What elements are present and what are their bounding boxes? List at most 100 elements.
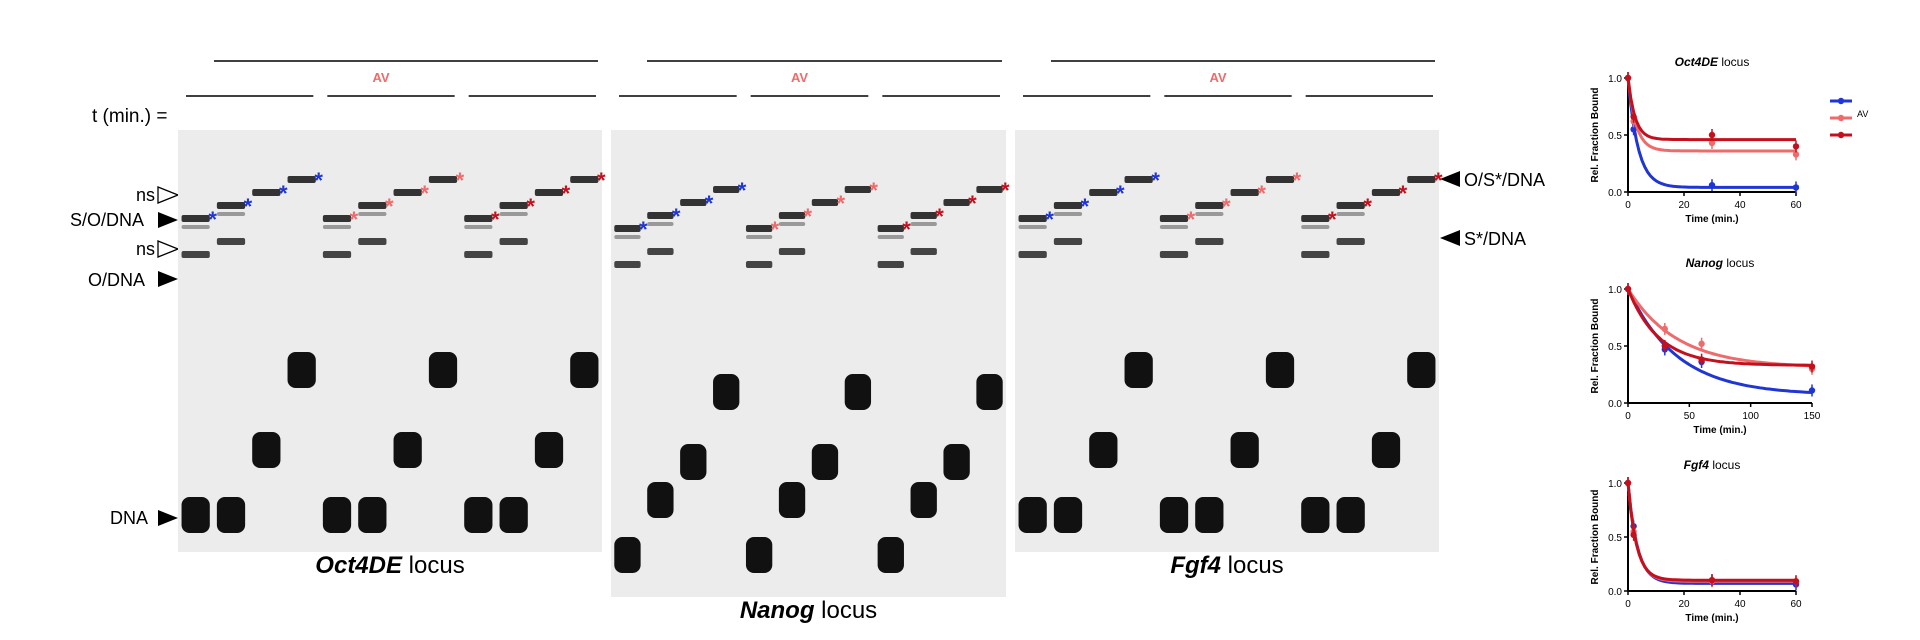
chart-title-rest: locus bbox=[1718, 55, 1749, 69]
band-complex bbox=[1089, 189, 1118, 196]
star-marker: * bbox=[902, 217, 911, 242]
band-lower bbox=[877, 261, 904, 268]
band-complex bbox=[1371, 189, 1401, 196]
legend-label: AV bbox=[1857, 109, 1868, 119]
band-free-dna bbox=[322, 497, 352, 533]
band-ns bbox=[181, 225, 210, 229]
star-marker: * bbox=[705, 191, 714, 216]
band-ns bbox=[216, 212, 246, 216]
band-complex bbox=[778, 212, 806, 219]
band-lower bbox=[614, 261, 641, 268]
group-label: AV bbox=[372, 70, 389, 85]
band-free-dna bbox=[1265, 352, 1295, 388]
star-marker: * bbox=[1328, 207, 1337, 232]
band-complex bbox=[680, 199, 707, 206]
locus-suffix: locus bbox=[402, 552, 465, 579]
y-tick-label: 0.5 bbox=[1608, 131, 1622, 142]
band-ns bbox=[910, 222, 937, 226]
band-lower bbox=[647, 248, 674, 255]
band-lower bbox=[778, 248, 806, 255]
time-row-label: t (min.) = bbox=[92, 106, 167, 127]
band-complex bbox=[614, 225, 641, 232]
band-ns bbox=[358, 212, 387, 216]
x-tick-label: 60 bbox=[1790, 599, 1802, 610]
band-complex bbox=[534, 189, 564, 196]
star-marker: * bbox=[420, 181, 429, 206]
band-complex bbox=[1159, 215, 1189, 222]
gel-panels: AV * * * * * * * * * * * * Oct4DE locus AV * * * * * * * * * * * *… bbox=[178, 60, 1443, 624]
band-complex bbox=[910, 212, 937, 219]
locus-label: Nanog locus bbox=[740, 597, 877, 624]
band-label-o-dna: O/DNA bbox=[88, 270, 145, 290]
band-ns bbox=[1018, 225, 1047, 229]
band-lower bbox=[1018, 251, 1047, 258]
band-lower bbox=[910, 248, 937, 255]
band-ns bbox=[322, 225, 352, 229]
x-tick-label: 0 bbox=[1625, 200, 1631, 211]
x-tick-label: 20 bbox=[1678, 599, 1690, 610]
band-lower bbox=[1336, 238, 1365, 245]
locus-label: Oct4DE locus bbox=[315, 552, 464, 579]
chart-title: Oct4DE locus bbox=[1675, 55, 1750, 69]
y-tick-label: 1.0 bbox=[1608, 285, 1622, 296]
star-marker: * bbox=[350, 207, 359, 232]
star-marker: * bbox=[968, 191, 977, 216]
x-tick-label: 0 bbox=[1625, 411, 1631, 422]
band-label-s-o-dna: S/O/DNA bbox=[70, 210, 144, 230]
locus-label: Fgf4 locus bbox=[1170, 552, 1283, 579]
chart-title-rest: locus bbox=[1723, 256, 1754, 270]
gel-panel-2: AV * * * * * * * * * * * * Fgf4 locus bbox=[1015, 60, 1443, 579]
band-free-dna bbox=[811, 444, 839, 480]
band-label-s-star-dna: S*/DNA bbox=[1464, 229, 1526, 249]
band-free-dna bbox=[393, 432, 422, 468]
band-lower bbox=[181, 251, 210, 258]
band-free-dna bbox=[428, 352, 458, 388]
band-lower bbox=[358, 238, 387, 245]
star-marker: * bbox=[1363, 194, 1372, 219]
group-label: AV bbox=[791, 70, 808, 85]
x-tick-label: 20 bbox=[1678, 200, 1690, 211]
y-tick-label: 0.5 bbox=[1608, 342, 1622, 353]
star-marker: * bbox=[597, 168, 606, 193]
band-ns bbox=[1053, 212, 1083, 216]
band-free-dna bbox=[1230, 432, 1259, 468]
chart-legend: AV bbox=[1830, 97, 1868, 139]
band-free-dna bbox=[216, 497, 246, 533]
star-marker: * bbox=[738, 178, 747, 203]
band-free-dna bbox=[1407, 352, 1436, 388]
band-label-o-s-star-dna: O/S*/DNA bbox=[1464, 170, 1545, 190]
chart-title-italic: Oct4DE bbox=[1675, 55, 1719, 69]
locus-suffix: locus bbox=[1221, 552, 1284, 579]
band-free-dna bbox=[680, 444, 707, 480]
locus-name: Nanog bbox=[740, 597, 815, 624]
star-marker: * bbox=[279, 181, 288, 206]
legend-swatch-dot bbox=[1837, 97, 1845, 105]
locus-name: Fgf4 bbox=[1170, 552, 1221, 579]
band-free-dna bbox=[181, 497, 210, 533]
star-marker: * bbox=[639, 217, 648, 242]
band-free-dna bbox=[358, 497, 387, 533]
star-marker: * bbox=[1257, 181, 1266, 206]
y-tick-label: 0.0 bbox=[1608, 188, 1622, 199]
left-band-labels: ns S/O/DNA ns O/DNA DNA bbox=[70, 185, 180, 528]
y-tick-label: 1.0 bbox=[1608, 479, 1622, 490]
group-label-sup: AV bbox=[372, 70, 389, 85]
band-complex bbox=[647, 212, 674, 219]
x-tick-label: 50 bbox=[1684, 411, 1696, 422]
band-ns bbox=[1195, 212, 1224, 216]
open-arrow-icon bbox=[157, 240, 180, 258]
locus-name: Oct4DE bbox=[315, 552, 403, 579]
filled-arrow-icon bbox=[158, 510, 178, 526]
band-free-dna bbox=[647, 482, 674, 518]
star-marker: * bbox=[1399, 181, 1408, 206]
band-complex bbox=[216, 202, 246, 209]
band-lower bbox=[322, 251, 352, 258]
star-marker: * bbox=[1081, 194, 1090, 219]
band-free-dna bbox=[287, 352, 316, 388]
band-free-dna bbox=[1124, 352, 1153, 388]
band-lower bbox=[216, 238, 246, 245]
star-marker: * bbox=[385, 194, 394, 219]
band-ns bbox=[1336, 212, 1365, 216]
band-free-dna bbox=[910, 482, 937, 518]
band-free-dna bbox=[713, 374, 740, 410]
